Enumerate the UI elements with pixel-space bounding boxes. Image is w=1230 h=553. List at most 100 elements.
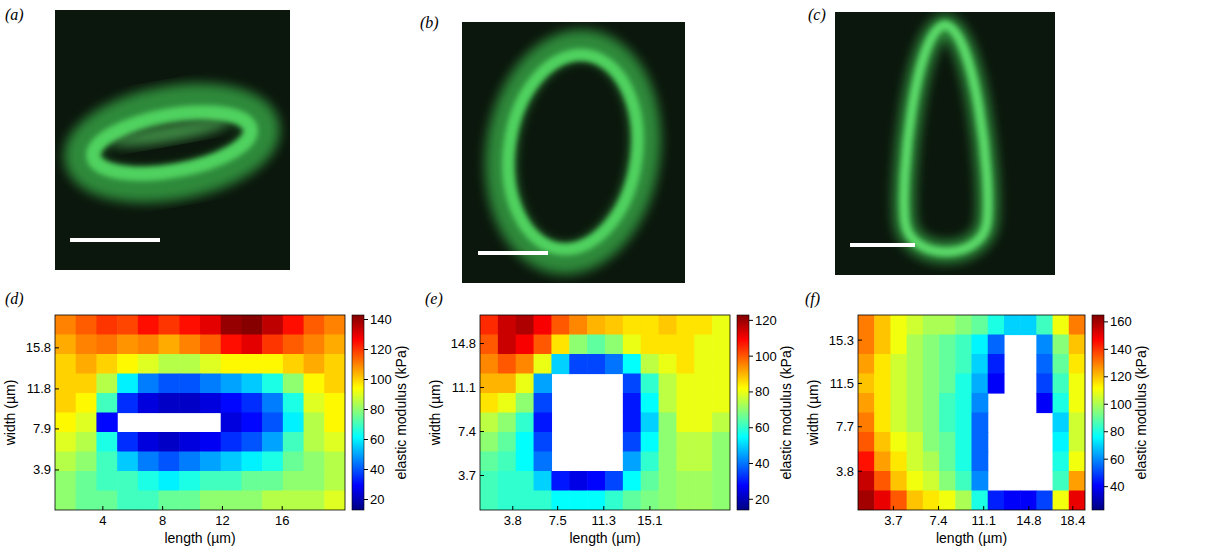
- image-background: [462, 22, 685, 283]
- heatmap-cell: [890, 315, 907, 335]
- colorbar-tick: [1104, 376, 1108, 377]
- colorbar-tick: [749, 499, 753, 500]
- heatmap-cell: [939, 374, 956, 394]
- y-tick: [858, 426, 862, 427]
- heatmap-cell: [623, 374, 641, 394]
- heatmap-cell: [324, 413, 345, 433]
- heatmap-cell: [200, 335, 221, 355]
- plot-background: [55, 315, 345, 510]
- heatmap-cell: [972, 315, 989, 335]
- heatmap-cell: [923, 315, 940, 335]
- heatmap-cell: [623, 452, 641, 472]
- heatmap-cell: [890, 413, 907, 433]
- heatmap-cell: [641, 393, 659, 413]
- panel-letter: (d): [5, 290, 24, 308]
- plot-frame: [55, 315, 345, 510]
- heatmap-cell: [858, 374, 875, 394]
- x-tick: [222, 506, 223, 510]
- colorbar-tick-label: 40: [370, 462, 384, 477]
- heatmap-cell: [890, 393, 907, 413]
- heatmap-cell: [890, 491, 907, 511]
- x-tick: [938, 506, 939, 510]
- colorbar-tick: [364, 469, 368, 470]
- colorbar-tick: [749, 356, 753, 357]
- heatmap-cell: [179, 432, 200, 452]
- heatmap-cell: [1036, 354, 1053, 374]
- heatmap-cell: [76, 315, 97, 335]
- heatmap-cell: [76, 471, 97, 491]
- heatmap-cell: [241, 452, 262, 472]
- heatmap-cell: [117, 471, 138, 491]
- heatmap-cell: [694, 335, 712, 355]
- heatmap-cell: [96, 374, 117, 394]
- colorbar: [737, 315, 749, 510]
- colorbar-tick-label: 40: [1110, 479, 1124, 494]
- heatmap-cells: [55, 315, 345, 510]
- heatmap-cell: [858, 491, 875, 511]
- heatmap-cell: [907, 315, 924, 335]
- heatmap-cell: [159, 354, 180, 374]
- heatmap-cell: [76, 452, 97, 472]
- heatmap-cell: [659, 471, 677, 491]
- heatmap-cell: [1053, 452, 1070, 472]
- image-background: [835, 12, 1055, 275]
- heatmap-cell: [534, 452, 552, 472]
- colorbar-tick: [1104, 486, 1108, 487]
- heatmap-cell: [551, 491, 569, 511]
- x-tick: [649, 506, 650, 510]
- heatmap-cell: [712, 393, 730, 413]
- heatmap-cell: [117, 452, 138, 472]
- y-tick: [480, 343, 484, 344]
- heatmap-cell: [179, 335, 200, 355]
- x-tick-label: 3.8: [504, 513, 522, 528]
- heatmap-cell: [159, 335, 180, 355]
- colorbar-tick: [364, 379, 368, 380]
- heatmap-cell: [534, 393, 552, 413]
- colorbar-tick: [364, 319, 368, 320]
- heatmap-cell: [1036, 335, 1053, 355]
- heatmap-cell: [516, 315, 534, 335]
- heatmap-cell: [262, 413, 283, 433]
- heatmap-cell: [907, 374, 924, 394]
- heatmap-cell: [221, 491, 242, 511]
- heatmap-cell: [676, 393, 694, 413]
- heatmap-cell: [76, 393, 97, 413]
- heatmap-cell: [516, 335, 534, 355]
- heatmap-cell: [1069, 374, 1085, 394]
- heatmap-cell: [324, 432, 345, 452]
- x-tick-label: 11.3: [592, 513, 616, 528]
- heatmap-cell: [159, 393, 180, 413]
- heatmap-cell: [117, 374, 138, 394]
- heatmap-cell: [96, 413, 117, 433]
- heatmap-cell: [138, 432, 159, 452]
- heatmap-cell: [516, 452, 534, 472]
- heatmap-cell: [179, 393, 200, 413]
- heatmap-cell: [304, 491, 325, 511]
- heatmap-cell: [179, 452, 200, 472]
- heatmap-cell: [55, 491, 76, 511]
- cell-ring: [904, 25, 988, 252]
- heatmap-cell: [283, 393, 304, 413]
- heatmap-cell: [262, 471, 283, 491]
- heatmap-cell: [955, 471, 972, 491]
- heatmap-cell: [874, 432, 891, 452]
- heatmap-cell: [1020, 491, 1037, 511]
- heatmap-cell: [241, 413, 262, 433]
- heatmap-cell: [858, 452, 875, 472]
- heatmap-cell: [1053, 491, 1070, 511]
- heatmap-cell: [972, 432, 989, 452]
- heatmap-cell: [179, 471, 200, 491]
- heatmap-cell: [923, 413, 940, 433]
- heatmap-cell: [283, 491, 304, 511]
- heatmap-cell: [694, 491, 712, 511]
- heatmap-cell: [605, 354, 623, 374]
- heatmap-cell: [117, 491, 138, 511]
- heatmap-cell: [138, 335, 159, 355]
- heatmap-cell: [55, 452, 76, 472]
- heatmap-cell: [712, 374, 730, 394]
- y-tick-label: 3.9: [33, 462, 51, 477]
- heatmap-cell: [324, 335, 345, 355]
- heatmap-cell: [159, 452, 180, 472]
- heatmap-cell: [534, 354, 552, 374]
- heatmap-cell: [96, 471, 117, 491]
